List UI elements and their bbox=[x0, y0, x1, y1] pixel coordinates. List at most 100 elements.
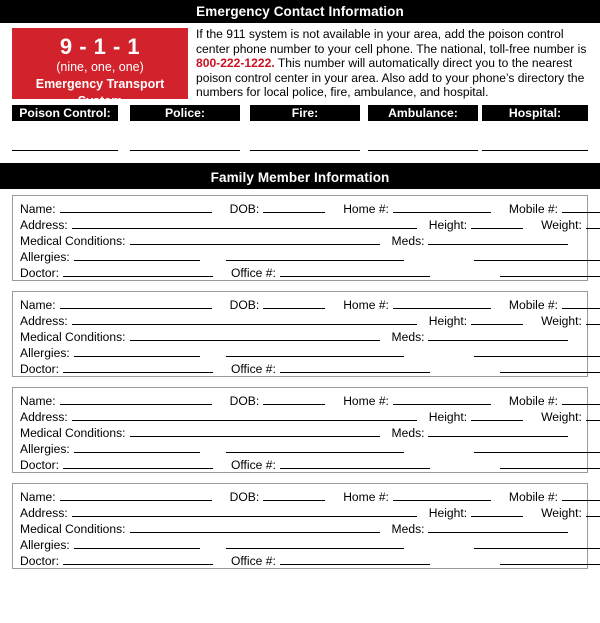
input-doctor[interactable] bbox=[62, 265, 213, 277]
input-allergies[interactable] bbox=[73, 345, 200, 357]
label-name: Name: bbox=[20, 394, 56, 408]
contact-input-poison-control[interactable] bbox=[12, 150, 118, 151]
label-allergies: Allergies: bbox=[20, 250, 70, 264]
input-weight[interactable] bbox=[585, 313, 600, 325]
input-office-number[interactable] bbox=[279, 361, 430, 373]
family-member-card: Name: DOB: Home #: Mobile #: Address: He… bbox=[12, 291, 600, 377]
label-weight: Weight: bbox=[541, 410, 582, 424]
input-meds-continued[interactable] bbox=[473, 345, 600, 357]
contact-field-hospital: Hospital: bbox=[482, 105, 588, 151]
input-doctor-extra[interactable] bbox=[499, 361, 600, 373]
input-home-number[interactable] bbox=[392, 489, 491, 501]
label-meds: Meds: bbox=[391, 522, 425, 536]
input-doctor-extra[interactable] bbox=[499, 265, 600, 277]
input-dob[interactable] bbox=[263, 393, 326, 405]
label-dob: DOB: bbox=[229, 490, 260, 504]
family-section-title: Family Member Information bbox=[0, 167, 600, 189]
input-address[interactable] bbox=[71, 313, 417, 325]
poison-control-phone-number: 800-222-1222. bbox=[196, 56, 275, 71]
input-name[interactable] bbox=[59, 393, 212, 405]
input-mobile-number[interactable] bbox=[562, 201, 600, 213]
label-dob: DOB: bbox=[229, 298, 260, 312]
input-allergies[interactable] bbox=[73, 441, 200, 453]
input-doctor[interactable] bbox=[62, 457, 213, 469]
input-medical-conditions[interactable] bbox=[129, 233, 380, 245]
input-meds[interactable] bbox=[428, 425, 569, 437]
member-row-medical: Medical Conditions: Meds: bbox=[20, 521, 580, 537]
input-medical-conditions[interactable] bbox=[129, 329, 380, 341]
input-mobile-number[interactable] bbox=[562, 297, 600, 309]
input-doctor[interactable] bbox=[62, 361, 213, 373]
input-name[interactable] bbox=[59, 201, 212, 213]
input-allergies[interactable] bbox=[73, 537, 200, 549]
input-meds[interactable] bbox=[428, 329, 569, 341]
input-address[interactable] bbox=[71, 409, 417, 421]
input-office-number[interactable] bbox=[279, 265, 430, 277]
label-home-number: Home #: bbox=[343, 298, 389, 312]
contact-input-hospital[interactable] bbox=[482, 150, 588, 151]
input-name[interactable] bbox=[59, 297, 212, 309]
emergency-instructions-paragraph: If the 911 system is not available in yo… bbox=[196, 27, 592, 100]
emergency-transport-system-label: Emergency Transport System bbox=[35, 77, 165, 108]
input-address[interactable] bbox=[71, 505, 417, 517]
label-name: Name: bbox=[20, 202, 56, 216]
input-meds-continued[interactable] bbox=[473, 249, 600, 261]
input-dob[interactable] bbox=[263, 489, 326, 501]
member-row-medical: Medical Conditions: Meds: bbox=[20, 425, 580, 441]
input-medical-conditions[interactable] bbox=[129, 425, 380, 437]
input-weight[interactable] bbox=[585, 505, 600, 517]
input-height[interactable] bbox=[471, 505, 524, 517]
input-allergies-continued[interactable] bbox=[225, 441, 404, 453]
input-medical-conditions[interactable] bbox=[129, 521, 380, 533]
input-doctor[interactable] bbox=[62, 553, 213, 565]
member-row-identity: Name: DOB: Home #: Mobile #: bbox=[20, 489, 600, 505]
input-home-number[interactable] bbox=[392, 393, 491, 405]
contact-label-hospital: Hospital: bbox=[482, 105, 588, 121]
input-doctor-extra[interactable] bbox=[499, 553, 600, 565]
input-office-number[interactable] bbox=[279, 457, 430, 469]
input-height[interactable] bbox=[471, 313, 524, 325]
label-allergies: Allergies: bbox=[20, 346, 70, 360]
input-allergies-continued[interactable] bbox=[225, 249, 404, 261]
input-height[interactable] bbox=[471, 217, 524, 229]
input-home-number[interactable] bbox=[392, 201, 491, 213]
label-doctor: Doctor: bbox=[20, 554, 59, 568]
label-allergies: Allergies: bbox=[20, 538, 70, 552]
contact-input-ambulance[interactable] bbox=[368, 150, 478, 151]
input-allergies-continued[interactable] bbox=[225, 537, 404, 549]
input-meds-continued[interactable] bbox=[473, 441, 600, 453]
input-dob[interactable] bbox=[263, 297, 326, 309]
label-address: Address: bbox=[20, 314, 68, 328]
input-height[interactable] bbox=[471, 409, 524, 421]
input-meds-continued[interactable] bbox=[473, 537, 600, 549]
input-allergies[interactable] bbox=[73, 249, 200, 261]
input-weight[interactable] bbox=[585, 217, 600, 229]
input-mobile-number[interactable] bbox=[562, 489, 600, 501]
input-home-number[interactable] bbox=[392, 297, 491, 309]
label-name: Name: bbox=[20, 490, 56, 504]
input-meds[interactable] bbox=[428, 233, 569, 245]
input-address[interactable] bbox=[71, 217, 417, 229]
input-mobile-number[interactable] bbox=[562, 393, 600, 405]
label-medical-conditions: Medical Conditions: bbox=[20, 426, 126, 440]
input-doctor-extra[interactable] bbox=[499, 457, 600, 469]
label-dob: DOB: bbox=[229, 202, 260, 216]
contact-input-fire[interactable] bbox=[250, 150, 360, 151]
input-allergies-continued[interactable] bbox=[225, 345, 404, 357]
label-meds: Meds: bbox=[391, 330, 425, 344]
label-meds: Meds: bbox=[391, 426, 425, 440]
contact-field-poison-control: Poison Control: bbox=[12, 105, 118, 151]
input-meds[interactable] bbox=[428, 521, 569, 533]
input-name[interactable] bbox=[59, 489, 212, 501]
input-dob[interactable] bbox=[263, 201, 326, 213]
label-doctor: Doctor: bbox=[20, 458, 59, 472]
contact-input-police[interactable] bbox=[130, 150, 240, 151]
label-weight: Weight: bbox=[541, 314, 582, 328]
label-doctor: Doctor: bbox=[20, 266, 59, 280]
input-office-number[interactable] bbox=[279, 553, 430, 565]
label-doctor: Doctor: bbox=[20, 362, 59, 376]
member-row-address: Address: Height: Weight: bbox=[20, 505, 600, 521]
input-weight[interactable] bbox=[585, 409, 600, 421]
contact-field-police: Police: bbox=[130, 105, 240, 151]
emergency-911-spelled: (nine, one, one) bbox=[56, 60, 144, 74]
